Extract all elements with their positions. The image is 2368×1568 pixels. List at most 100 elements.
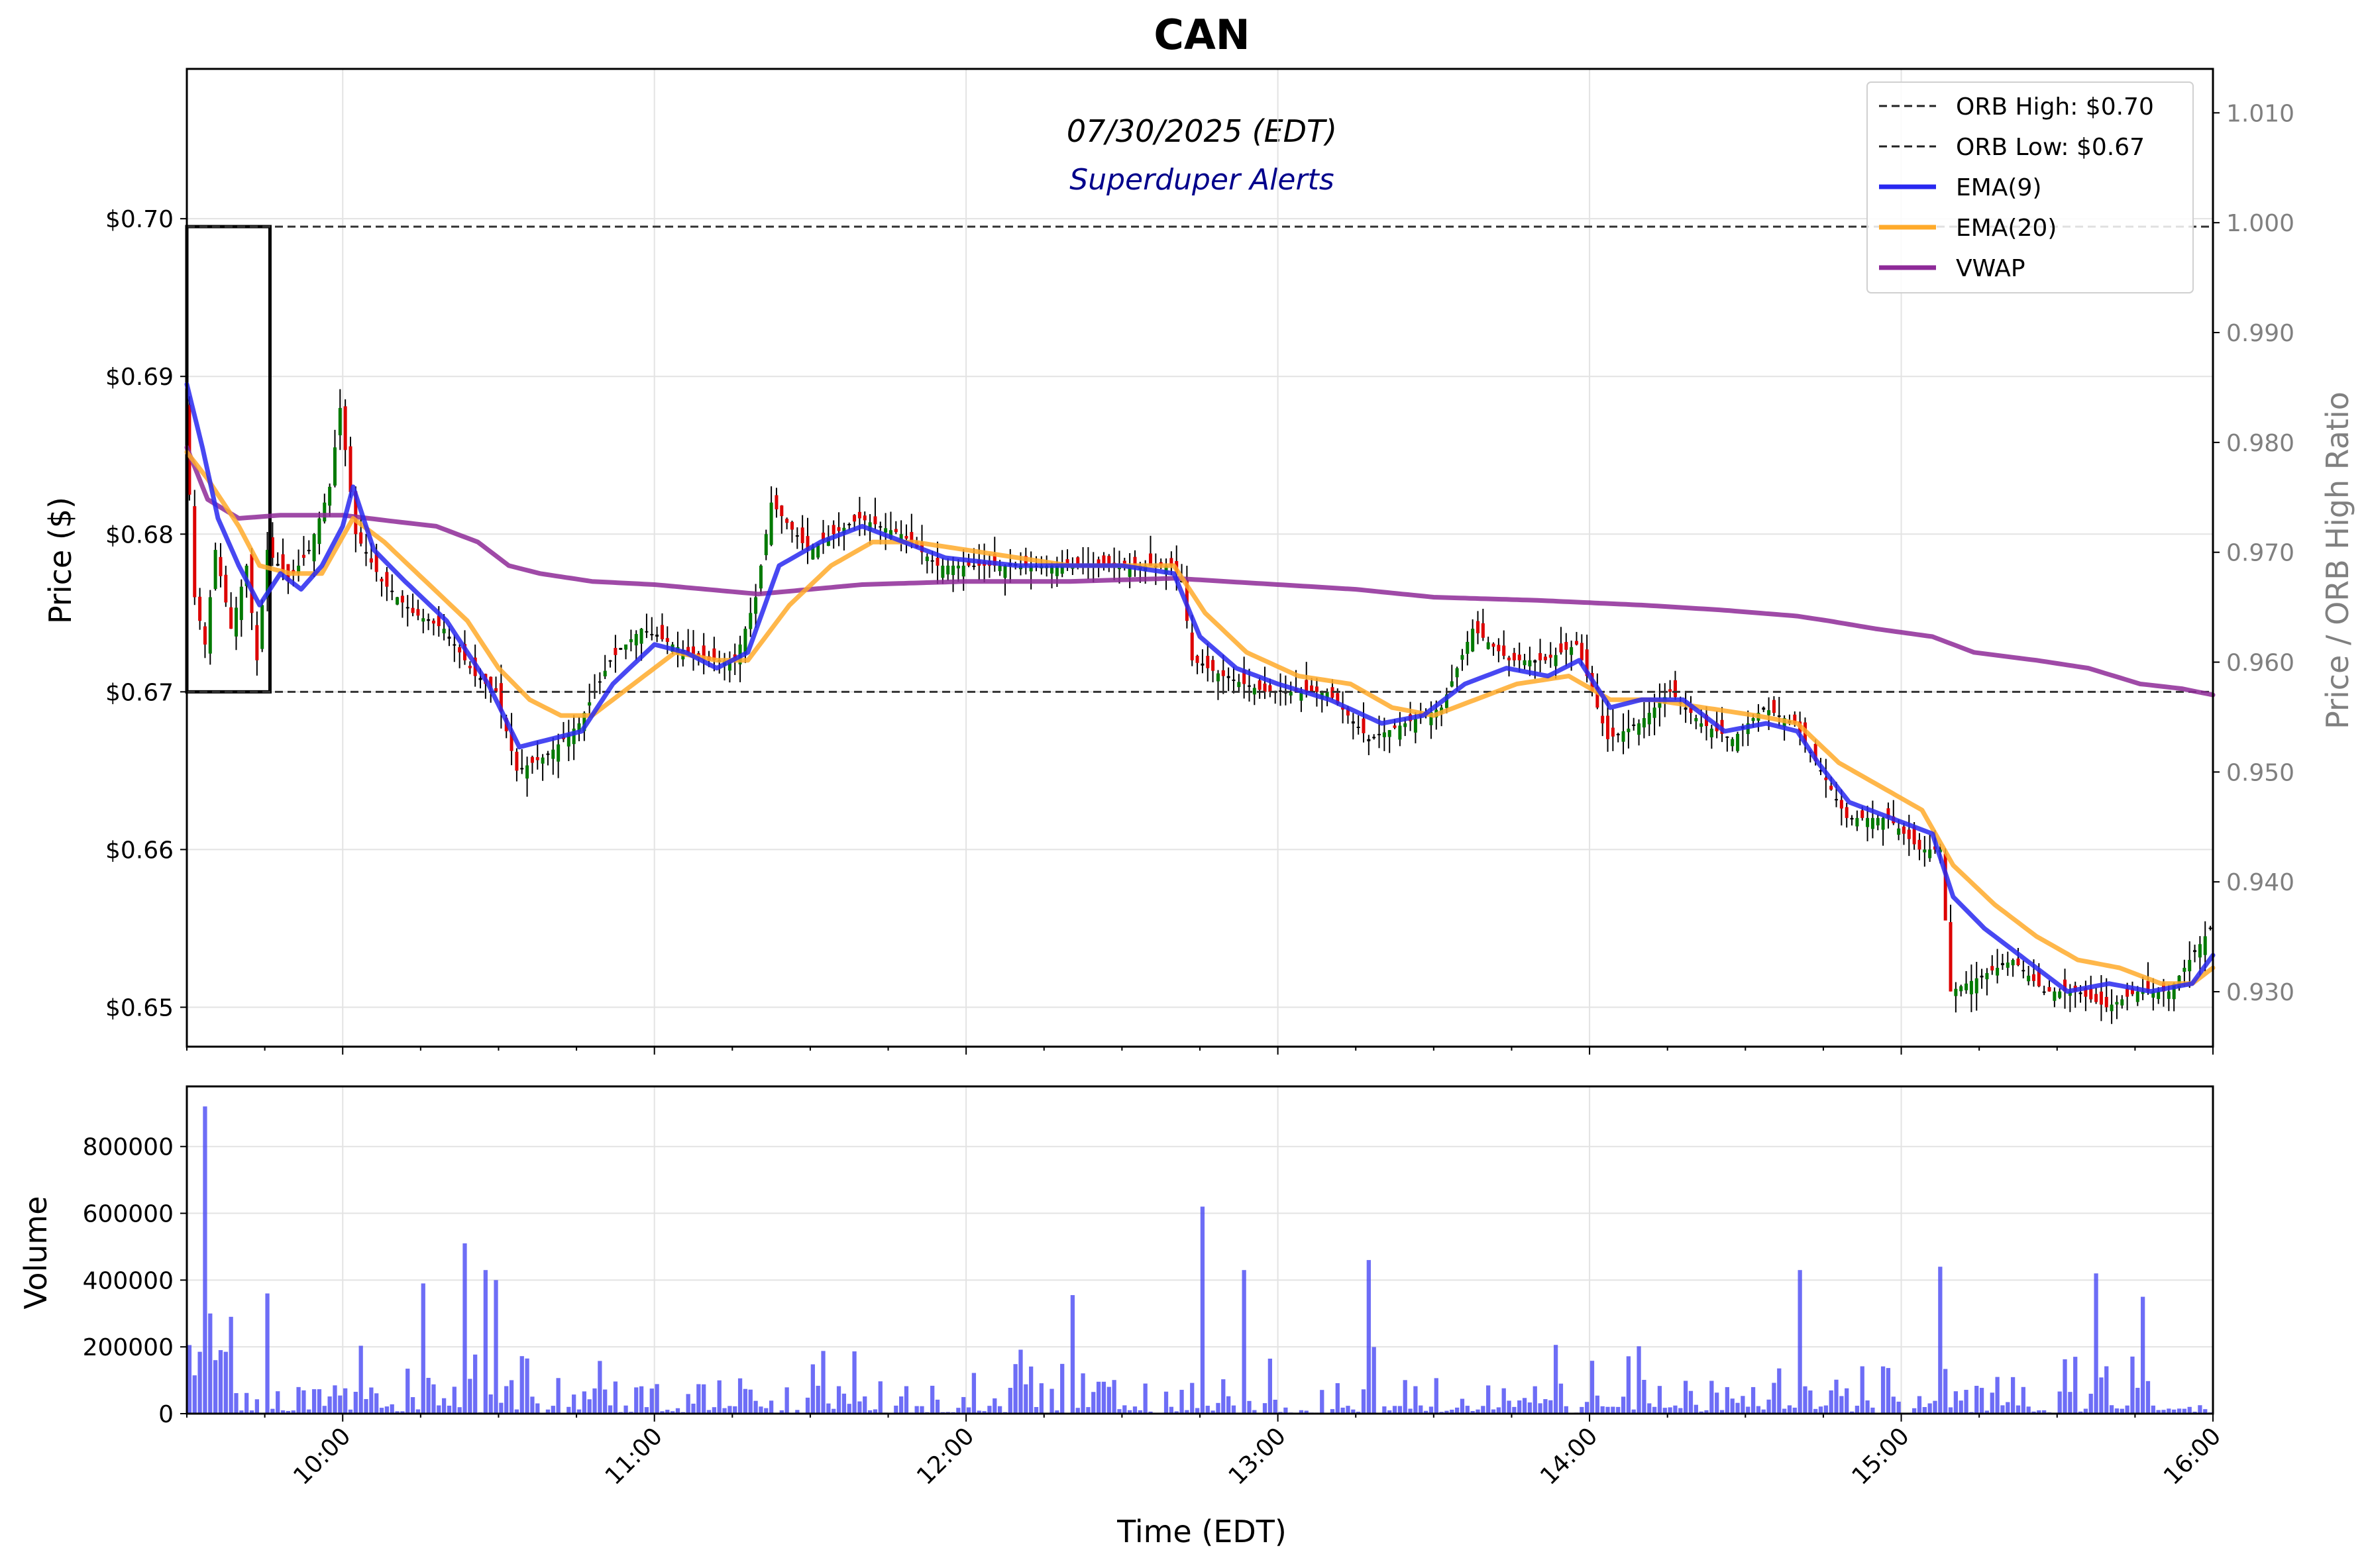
volume-bar [1081, 1373, 1085, 1414]
candle-body [956, 565, 960, 569]
candle-body [1055, 565, 1059, 576]
candle-body [374, 552, 378, 572]
candle-body [1471, 629, 1475, 652]
volume-bar [613, 1381, 618, 1414]
volume-bar [1096, 1381, 1101, 1414]
volume-bar [218, 1350, 223, 1414]
candle-body [1268, 685, 1272, 692]
volume-bar [608, 1405, 613, 1414]
candle-body [224, 574, 228, 603]
candle-body [1548, 654, 1552, 658]
candle-body [727, 660, 731, 671]
volume-bar [1589, 1361, 1595, 1414]
volume-bar [2167, 1408, 2171, 1414]
volume-bar [675, 1408, 680, 1414]
volume-bar [525, 1358, 529, 1414]
candle-body [468, 666, 472, 668]
volume-bar [1174, 1411, 1179, 1414]
volume-bar [1060, 1363, 1065, 1414]
volume-bar [1387, 1410, 1392, 1414]
volume-bar [545, 1409, 551, 1414]
candle-body [2141, 991, 2145, 994]
volume-bar [1886, 1368, 1891, 1414]
y-tick-label: $0.68 [105, 521, 174, 549]
right-y-axis-label: Price / ORB High Ratio [2320, 392, 2355, 729]
volume-bar [1522, 1398, 1527, 1414]
volume-bar [1444, 1410, 1449, 1414]
candle-body [1866, 817, 1870, 827]
volume-bar [1553, 1345, 1558, 1414]
candle-body [1387, 730, 1391, 737]
volume-bar [1101, 1381, 1106, 1414]
candle-body [614, 648, 618, 655]
candle-body [2130, 988, 2134, 994]
candle-body [2167, 991, 2171, 999]
candle-body [1595, 687, 1599, 708]
volume-bar [810, 1364, 815, 1414]
volume-bar [598, 1361, 602, 1414]
volume-bar [405, 1369, 410, 1414]
volume-bar [421, 1283, 425, 1414]
x-tick-label: 12:00 [912, 1422, 979, 1490]
candle-body [1512, 653, 1516, 660]
candle-body [1751, 718, 1755, 721]
x-tick-label: 11:00 [600, 1422, 668, 1490]
candle-body [1949, 921, 1953, 992]
volume-bar [1216, 1402, 1220, 1414]
right-y-tick-label: 0.940 [2226, 869, 2294, 896]
candle-body [577, 723, 581, 732]
candle-body [2110, 1004, 2114, 1012]
candle-body [255, 625, 259, 660]
volume-bar [1008, 1388, 1012, 1414]
volume-bar [603, 1389, 608, 1414]
candle-body [639, 629, 643, 644]
volume-bar [1616, 1406, 1621, 1414]
volume-bar [379, 1408, 384, 1414]
volume-bar [966, 1407, 971, 1414]
candle-body [1658, 702, 1662, 708]
candle-body [1450, 681, 1454, 687]
candle-body [910, 532, 914, 543]
volume-bar [1678, 1408, 1683, 1414]
candle-body [2016, 958, 2020, 965]
candle-body [1736, 733, 1740, 751]
volume-bar [1631, 1409, 1636, 1414]
volume-bar [1330, 1409, 1335, 1414]
candle-body [1362, 718, 1366, 733]
volume-bar [753, 1400, 758, 1414]
volume-bar [702, 1384, 706, 1414]
volume-bar [1273, 1399, 1277, 1414]
volume-bar [1018, 1349, 1023, 1414]
volume-bar [1922, 1407, 1927, 1414]
candle-body [2203, 936, 2207, 955]
volume-bar [441, 1398, 447, 1414]
volume-bar [1501, 1388, 1506, 1414]
volume-bar [358, 1345, 363, 1414]
volume-bar [2037, 1410, 2041, 1414]
x-axis-label: Time (EDT) [1116, 1514, 1287, 1549]
volume-bar [857, 1401, 862, 1414]
candle-body [837, 527, 841, 531]
candle-body [894, 529, 898, 533]
volume-bar [737, 1378, 743, 1414]
y-tick-label: $0.69 [105, 364, 174, 391]
candle-body [754, 597, 758, 614]
candle-body [1606, 715, 1610, 739]
volume-bar [208, 1313, 213, 1414]
volume-bar [270, 1408, 275, 1414]
volume-bar [764, 1408, 769, 1414]
volume-bar [1205, 1406, 1210, 1414]
volume-bar [1397, 1406, 1403, 1414]
volume-bar [317, 1389, 322, 1414]
volume-bar [1730, 1398, 1735, 1414]
volume-bar [1491, 1409, 1496, 1414]
volume-bar [1927, 1403, 1932, 1414]
volume-bar [1481, 1406, 1485, 1414]
legend-label: EMA(9) [1956, 174, 2041, 201]
volume-bar [2042, 1410, 2047, 1414]
volume-bar [2094, 1273, 2098, 1414]
volume-bar [722, 1408, 727, 1414]
candle-body [1886, 808, 1890, 818]
candle-body [1029, 565, 1033, 572]
y-tick-label: $0.67 [105, 679, 174, 706]
